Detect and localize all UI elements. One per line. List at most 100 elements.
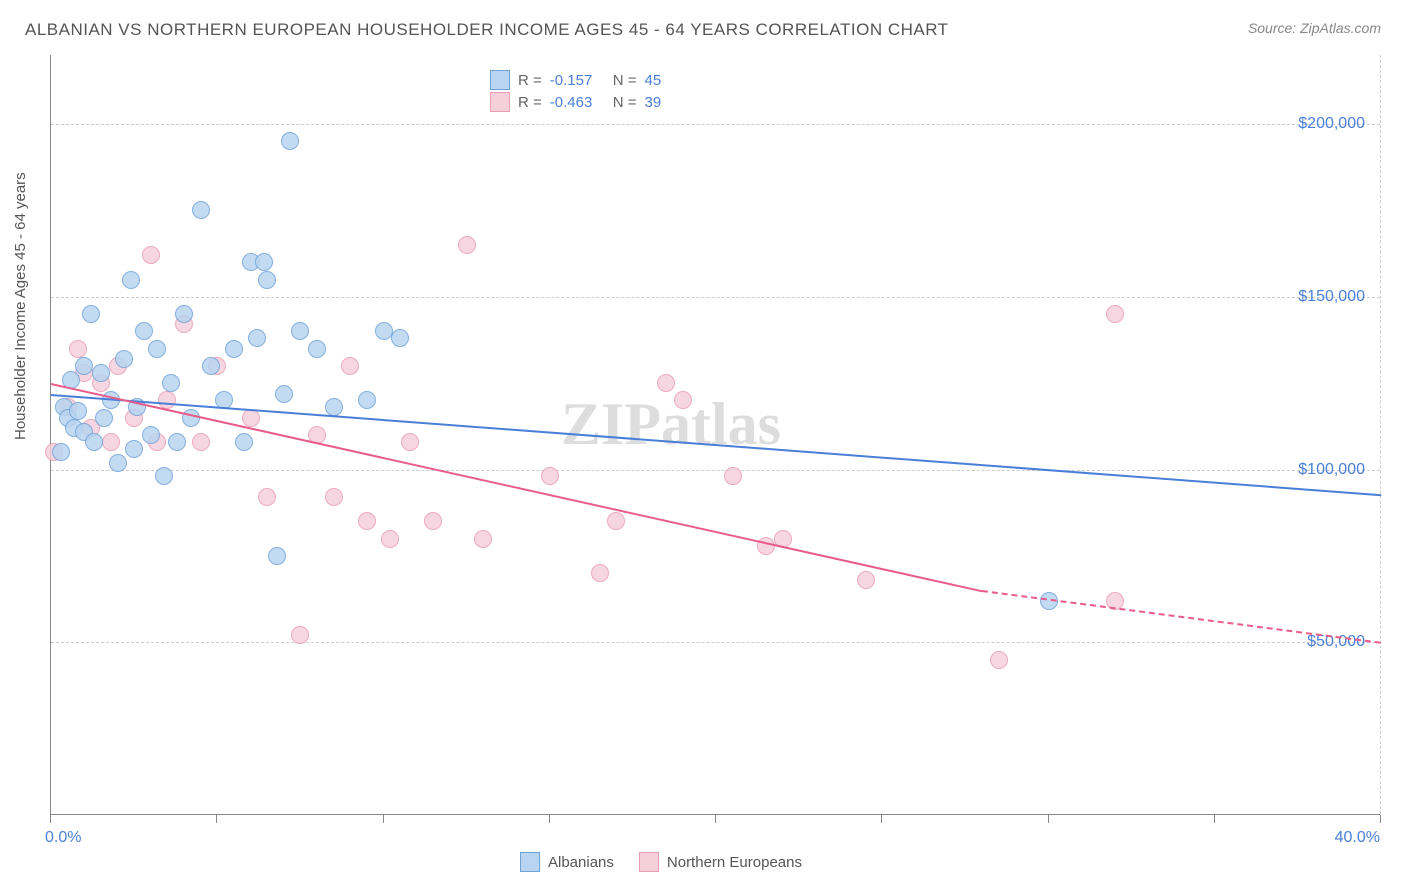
albanian-point	[358, 391, 376, 409]
xtick	[383, 815, 384, 823]
xtick	[50, 815, 51, 823]
albanian-point	[109, 454, 127, 472]
northern-european-trendline-extrapolated	[982, 590, 1381, 644]
albanian-point	[69, 402, 87, 420]
albanian-point	[202, 357, 220, 375]
albanian-point	[115, 350, 133, 368]
gridline-horizontal	[51, 470, 1380, 471]
northern-european-point	[724, 467, 742, 485]
albanian-point	[192, 201, 210, 219]
albanian-point	[168, 433, 186, 451]
northern-european-point	[474, 530, 492, 548]
albanian-point	[391, 329, 409, 347]
albanian-point	[258, 271, 276, 289]
northern-european-point	[424, 512, 442, 530]
northern-european-point	[258, 488, 276, 506]
albanian-point	[375, 322, 393, 340]
legend-swatch	[490, 70, 510, 90]
r-label: R =	[518, 94, 542, 111]
legend-item: Albanians	[520, 852, 614, 872]
xtick-label-max: 40.0%	[1335, 829, 1380, 847]
northern-european-point	[401, 433, 419, 451]
albanian-point	[122, 271, 140, 289]
albanian-point	[255, 253, 273, 271]
albanian-point	[135, 322, 153, 340]
r-value: -0.463	[550, 94, 605, 111]
n-label: N =	[613, 72, 637, 89]
n-label: N =	[613, 94, 637, 111]
albanian-point	[308, 340, 326, 358]
northern-european-point	[69, 340, 87, 358]
source-label: Source: ZipAtlas.com	[1248, 20, 1381, 36]
xtick	[881, 815, 882, 823]
gridline-horizontal	[51, 642, 1380, 643]
r-value: -0.157	[550, 72, 605, 89]
northern-european-point	[541, 467, 559, 485]
albanian-point	[275, 385, 293, 403]
legend-row: R = -0.463 N = 39	[490, 92, 661, 112]
xtick-label-min: 0.0%	[45, 829, 81, 847]
xtick	[1380, 815, 1381, 823]
albanian-point	[125, 440, 143, 458]
albanian-point	[175, 305, 193, 323]
albanian-point	[225, 340, 243, 358]
xtick	[549, 815, 550, 823]
northern-european-point	[458, 236, 476, 254]
gridline-horizontal	[51, 297, 1380, 298]
northern-european-point	[291, 626, 309, 644]
gridline-vertical	[1380, 55, 1381, 814]
n-value: 39	[645, 94, 662, 111]
albanian-point	[85, 433, 103, 451]
legend-label: Northern Europeans	[667, 854, 802, 871]
albanian-point	[325, 398, 343, 416]
albanian-point	[95, 409, 113, 427]
northern-european-trendline	[51, 383, 982, 592]
y-axis-label: Householder Income Ages 45 - 64 years	[12, 172, 29, 440]
albanian-point	[75, 357, 93, 375]
northern-european-point	[1106, 305, 1124, 323]
albanian-point	[162, 374, 180, 392]
albanian-point	[248, 329, 266, 347]
northern-european-point	[857, 571, 875, 589]
legend-item: Northern Europeans	[639, 852, 802, 872]
xtick	[1214, 815, 1215, 823]
northern-european-point	[607, 512, 625, 530]
n-value: 45	[645, 72, 662, 89]
series-legend: Albanians Northern Europeans	[520, 852, 802, 872]
gridline-horizontal	[51, 124, 1380, 125]
northern-european-point	[192, 433, 210, 451]
northern-european-point	[142, 246, 160, 264]
northern-european-point	[358, 512, 376, 530]
ytick-label: $150,000	[1298, 288, 1365, 306]
legend-swatch	[639, 852, 659, 872]
plot-area: ZIPatlas $50,000$100,000$150,000$200,000	[50, 55, 1380, 815]
northern-european-point	[674, 391, 692, 409]
r-label: R =	[518, 72, 542, 89]
legend-row: R = -0.157 N = 45	[490, 70, 661, 90]
northern-european-point	[591, 564, 609, 582]
northern-european-point	[325, 488, 343, 506]
albanian-point	[291, 322, 309, 340]
northern-european-point	[381, 530, 399, 548]
albanian-point	[268, 547, 286, 565]
ytick-label: $200,000	[1298, 115, 1365, 133]
albanian-point	[235, 433, 253, 451]
legend-label: Albanians	[548, 854, 614, 871]
ytick-label: $100,000	[1298, 461, 1365, 479]
legend-swatch	[520, 852, 540, 872]
xtick	[715, 815, 716, 823]
albanian-point	[155, 467, 173, 485]
albanian-point	[142, 426, 160, 444]
albanian-point	[52, 443, 70, 461]
xtick	[1048, 815, 1049, 823]
correlation-legend: R = -0.157 N = 45 R = -0.463 N = 39	[480, 62, 671, 120]
xtick	[216, 815, 217, 823]
albanian-point	[82, 305, 100, 323]
northern-european-point	[990, 651, 1008, 669]
albanian-point	[281, 132, 299, 150]
northern-european-point	[341, 357, 359, 375]
watermark: ZIPatlas	[561, 390, 781, 459]
northern-european-point	[657, 374, 675, 392]
northern-european-point	[102, 433, 120, 451]
albanian-point	[148, 340, 166, 358]
